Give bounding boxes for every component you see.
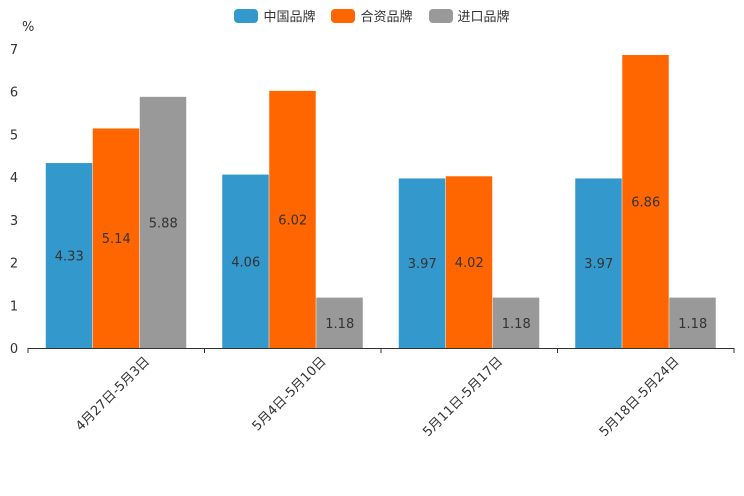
bar-value-label: 5.88: [149, 216, 178, 231]
legend-label-joint-venture-brand: 合资品牌: [360, 10, 413, 25]
legend-swatch-china-brand: [234, 8, 259, 23]
y-tick-label: 0: [10, 342, 18, 357]
bar-joint-venture-brand: [92, 128, 140, 348]
bar-value-label: 3.97: [408, 257, 437, 272]
bar-value-label: 1.18: [325, 317, 354, 332]
bar-joint-venture-brand: [622, 54, 669, 348]
y-axis-unit: %: [22, 20, 35, 35]
x-tick-label: 5月11日-5月17日: [420, 354, 506, 440]
bar-imported-brand: [492, 297, 540, 348]
bar-china-brand: [398, 178, 446, 348]
bar-china-brand: [575, 178, 622, 348]
y-tick-label: 3: [10, 214, 18, 229]
bar-value-label: 1.18: [678, 317, 707, 332]
bar-joint-venture-brand: [269, 90, 316, 349]
bar-imported-brand: [316, 297, 363, 348]
x-tick-label: 4月27日-5月3日: [73, 354, 153, 434]
legend-item-imported-brand[interactable]: 进口品牌: [428, 6, 510, 25]
x-tick-label: 5月18日-5月24日: [597, 354, 683, 440]
bar-value-label: 6.02: [278, 213, 307, 228]
bar-value-label: 5.14: [102, 232, 131, 247]
legend-item-joint-venture-brand[interactable]: 合资品牌: [331, 6, 413, 25]
bar-china-brand: [222, 174, 269, 348]
x-tick-label: 5月4日-5月10日: [250, 354, 330, 434]
bar-value-label: 4.02: [455, 256, 484, 271]
legend: 中国品牌 合资品牌 进口品牌: [0, 6, 744, 25]
bar-value-label: 6.86: [631, 195, 660, 210]
y-tick-label: 6: [10, 86, 18, 101]
bar-imported-brand: [139, 96, 187, 348]
bar-china-brand: [45, 163, 93, 348]
bar-imported-brand: [669, 297, 716, 348]
bar-value-label: 4.06: [231, 255, 260, 270]
bar-value-label: 1.18: [502, 317, 531, 332]
bar-value-label: 3.97: [584, 257, 613, 272]
y-tick-label: 4: [10, 171, 18, 186]
y-tick-label: 1: [10, 299, 18, 314]
legend-item-china-brand[interactable]: 中国品牌: [234, 6, 315, 25]
legend-swatch-imported-brand: [428, 8, 453, 23]
y-tick-label: 7: [10, 43, 18, 58]
y-tick-label: 2: [10, 257, 18, 272]
bar-joint-venture-brand: [445, 176, 493, 348]
legend-swatch-joint-venture-brand: [331, 8, 356, 23]
bar-value-label: 4.33: [55, 250, 84, 265]
legend-label-china-brand: 中国品牌: [263, 10, 316, 25]
legend-label-imported-brand: 进口品牌: [457, 10, 510, 25]
y-tick-label: 5: [10, 128, 18, 143]
